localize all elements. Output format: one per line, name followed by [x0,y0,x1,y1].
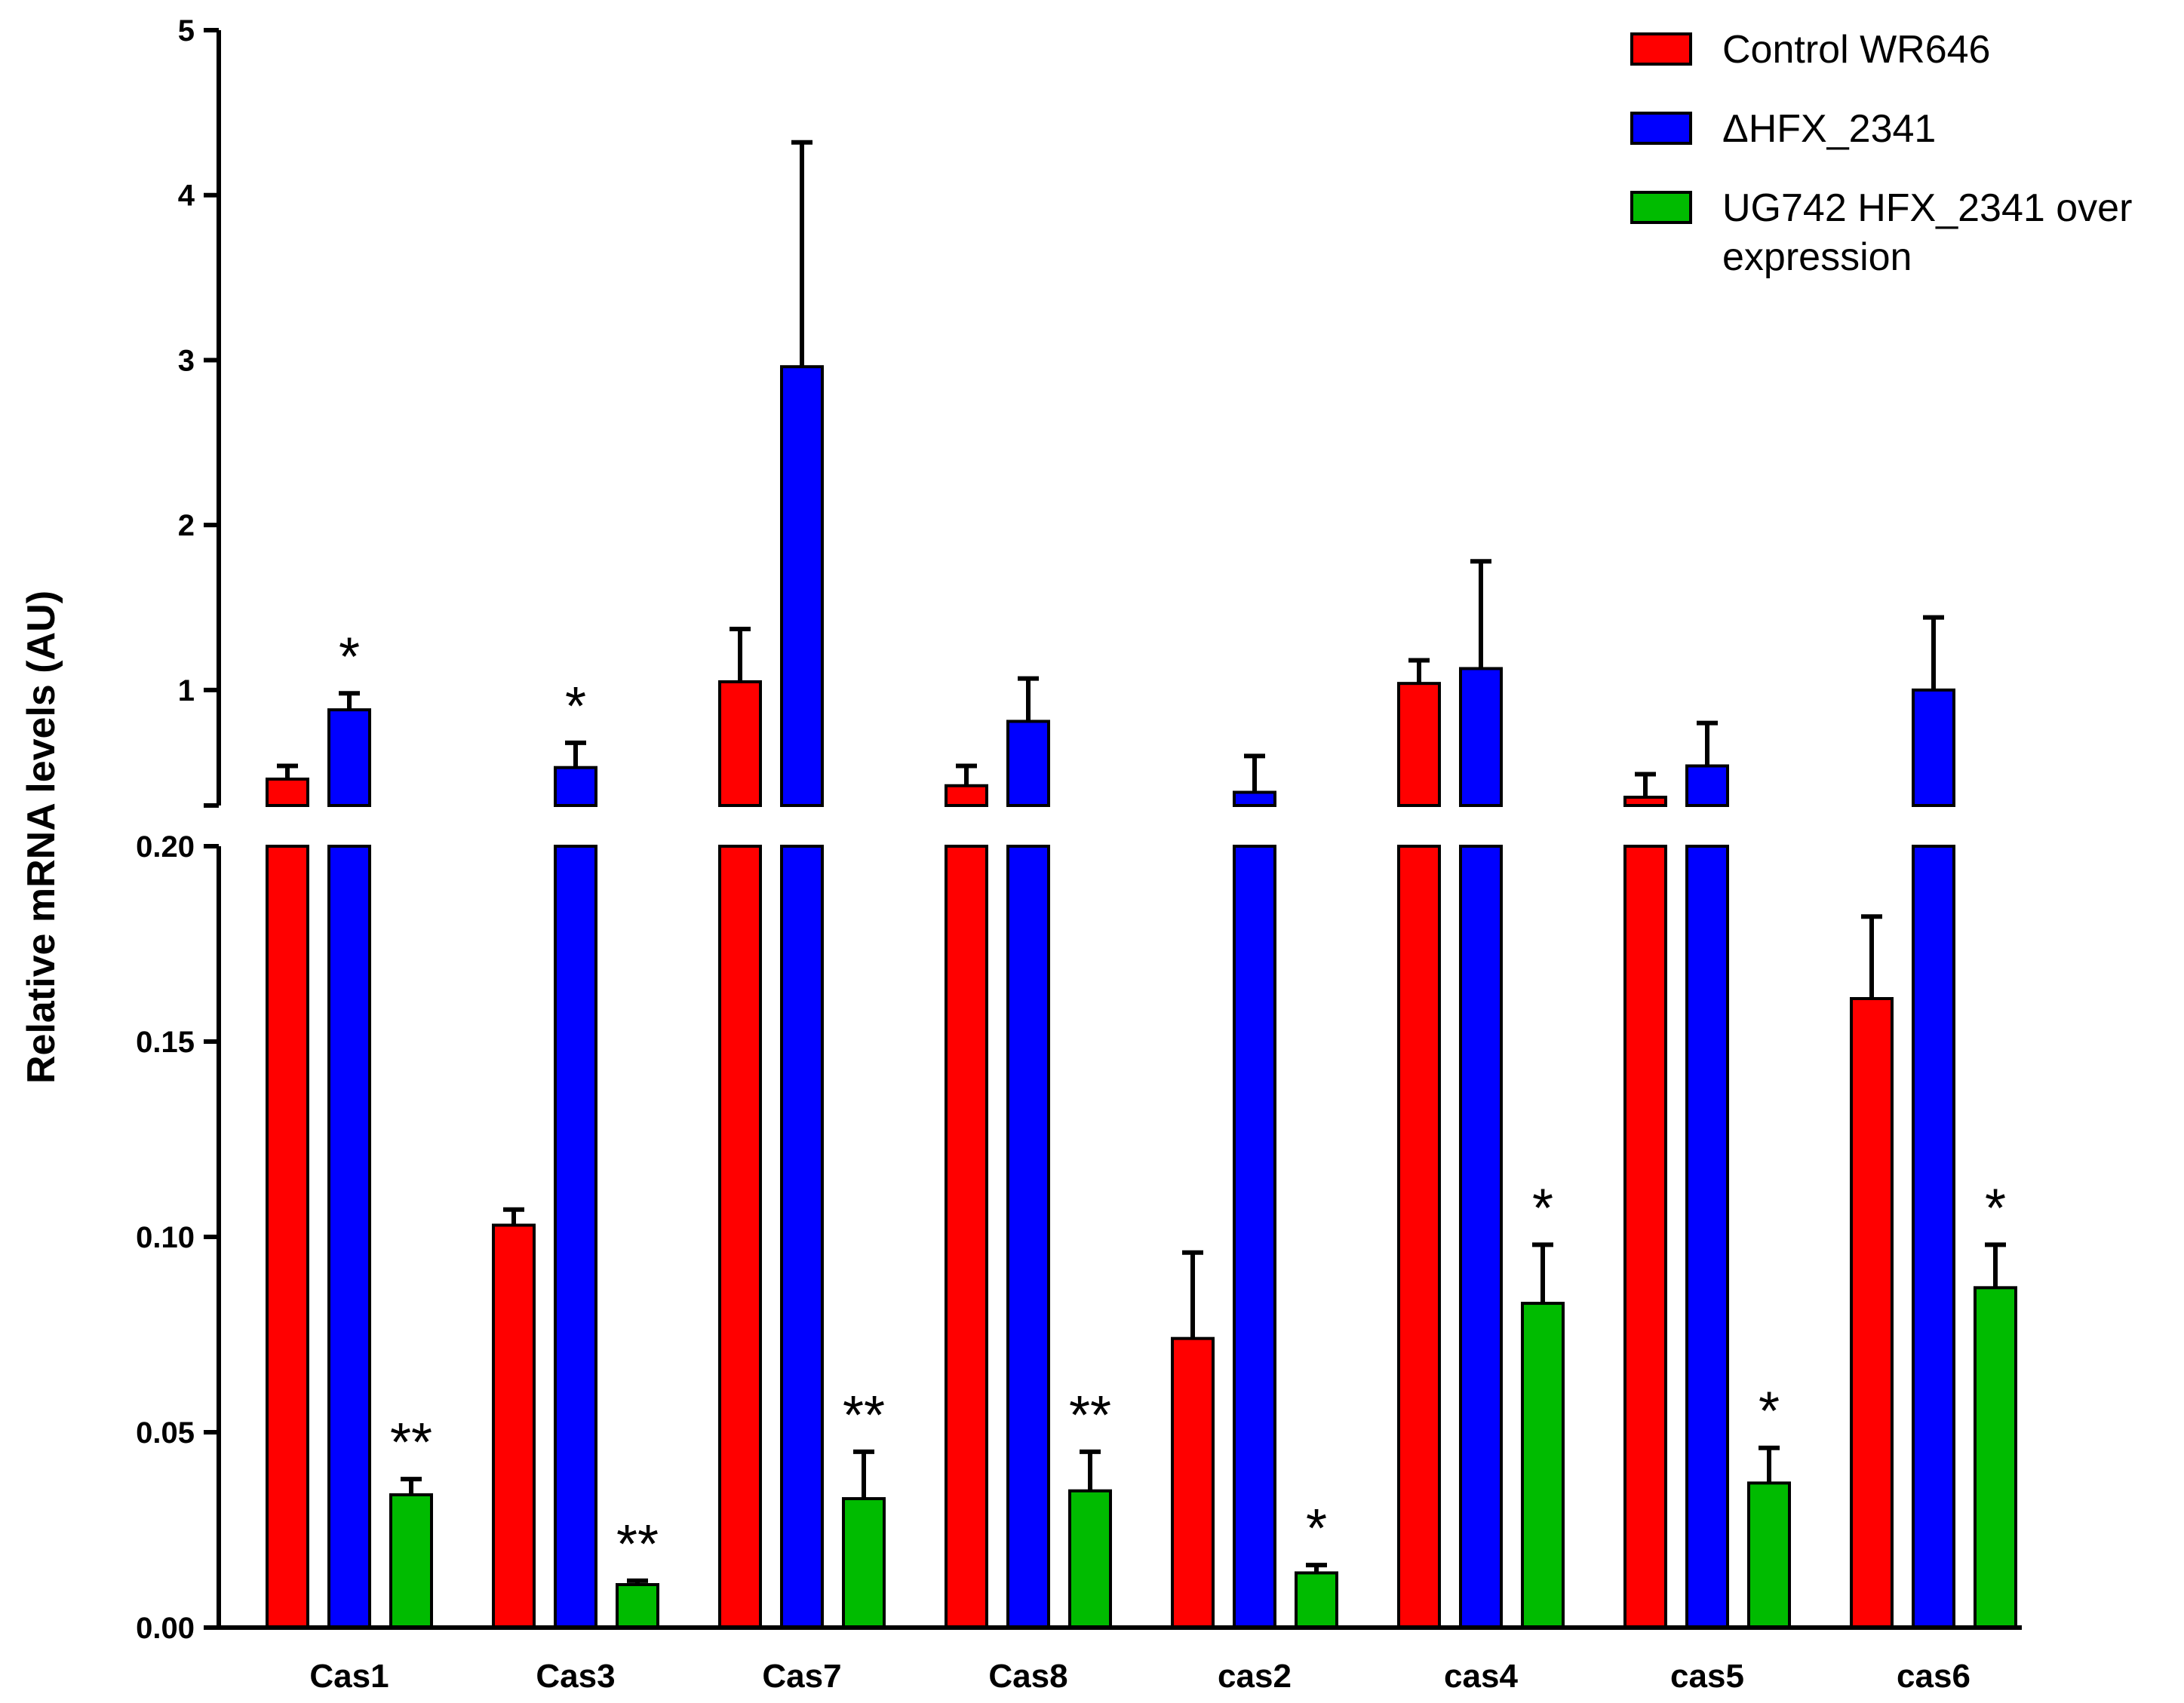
x-tick-label-cas3: Cas3 [536,1658,615,1695]
legend-label: UG742 HFX_2341 over [1722,186,2132,230]
bar-control-cas3-lower [492,1223,536,1629]
bar-deletion-cas7-upper [780,365,824,807]
bar-control-cas8-upper [945,784,988,807]
bar-deletion-cas3-upper [554,766,597,807]
significance-marker: * [1985,1178,2006,1238]
y-tick-label-lower: 0.10 [136,1221,195,1254]
bar-deletion-cas8-upper [1006,720,1050,807]
significance-marker: * [1306,1499,1327,1559]
bar-deletion-cas1-upper [327,708,371,808]
bar-overexpression-cas1-lower [389,1493,433,1629]
bar-control-cas1-upper [266,778,309,808]
bar-control-cas6-lower [1850,997,1894,1629]
bar-deletion-cas1-lower [327,845,371,1629]
bar-deletion-cas2-upper [1233,790,1276,807]
y-tick-label-upper: 1 [178,674,195,707]
x-tick-label-cas7: Cas7 [762,1658,841,1695]
y-tick-label-lower: 0.20 [136,830,195,864]
bar-overexpression-cas8-lower [1068,1489,1112,1629]
legend-label: ΔHFX_2341 [1722,107,1936,151]
bar-overexpression-cas3-lower [616,1583,659,1630]
y-tick-label-upper: 4 [178,180,195,213]
y-tick-label-upper: 3 [178,344,195,377]
bar-overexpression-cas6-lower [1974,1286,2017,1629]
legend-label: expression [1722,235,1912,279]
bar-deletion-cas8-lower [1006,845,1050,1629]
significance-marker: ** [616,1514,659,1575]
x-tick-label-cas2: cas2 [1218,1658,1292,1695]
bar-control-cas5-upper [1623,796,1667,808]
legend: Control WR646 ΔHFX_2341 UG742 HFX_2341 ove… [1630,28,2132,279]
x-tick-label-cas1: Cas1 [309,1658,389,1695]
bar-control-cas7-lower [718,845,762,1629]
x-tick-label-cas5: cas5 [1670,1658,1744,1695]
y-tick-label-upper: 5 [178,14,195,48]
legend-label: Control WR646 [1722,28,1990,72]
significance-marker: ** [843,1385,885,1446]
bar-overexpression-cas2-lower [1295,1571,1338,1629]
bar-control-cas5-lower [1623,845,1667,1629]
bar-overexpression-cas7-lower [842,1497,886,1630]
y-axis-title: Relative mRNA levels (AU) [20,591,63,1084]
bars-layer: ******** ****** [266,140,2017,1630]
y-tick-label-lower: 0.05 [136,1416,195,1450]
x-tick-label-cas8: Cas8 [988,1658,1067,1695]
bar-deletion-cas6-upper [1912,688,1955,807]
axis-break-gap [222,807,2025,845]
y-tick-label-lower: 0.15 [136,1026,195,1059]
bar-deletion-cas4-lower [1459,845,1503,1629]
significance-marker: * [1759,1382,1780,1442]
legend-swatch-control [1630,32,1692,66]
bar-deletion-cas5-upper [1685,764,1729,808]
significance-marker: * [565,677,586,737]
axes-layer: Cas1 Cas3 Cas7 Cas8 cas2 cas4 cas5 cas6 0.00 0.05… [136,14,2025,1695]
x-tick-label-cas6: cas6 [1897,1658,1971,1695]
significance-marker: * [339,627,360,687]
bar-control-cas1-lower [266,845,309,1629]
bar-deletion-cas3-lower [554,845,597,1629]
bar-overexpression-cas4-lower [1521,1302,1565,1630]
legend-swatch-overexpression [1630,191,1692,224]
bar-overexpression-cas5-lower [1747,1481,1791,1629]
significance-marker: ** [390,1413,432,1473]
legend-swatch-deletion [1630,112,1692,145]
y-tick-label-upper: 2 [178,509,195,542]
bar-control-cas2-lower [1171,1336,1215,1630]
y-tick-label-lower: 0.00 [136,1612,195,1645]
bar-control-cas7-upper [718,680,762,808]
bar-deletion-cas5-lower [1685,845,1729,1629]
significance-marker: * [1532,1178,1553,1238]
bar-deletion-cas6-lower [1912,845,1955,1629]
bar-control-cas4-upper [1397,682,1441,807]
bar-control-cas8-lower [945,845,988,1629]
bar-deletion-cas7-lower [780,845,824,1629]
bar-deletion-cas2-lower [1233,845,1276,1629]
x-tick-label-cas4: cas4 [1444,1658,1518,1695]
bar-control-cas4-lower [1397,845,1441,1629]
significance-marker: ** [1069,1385,1111,1446]
bar-deletion-cas4-upper [1459,667,1503,808]
